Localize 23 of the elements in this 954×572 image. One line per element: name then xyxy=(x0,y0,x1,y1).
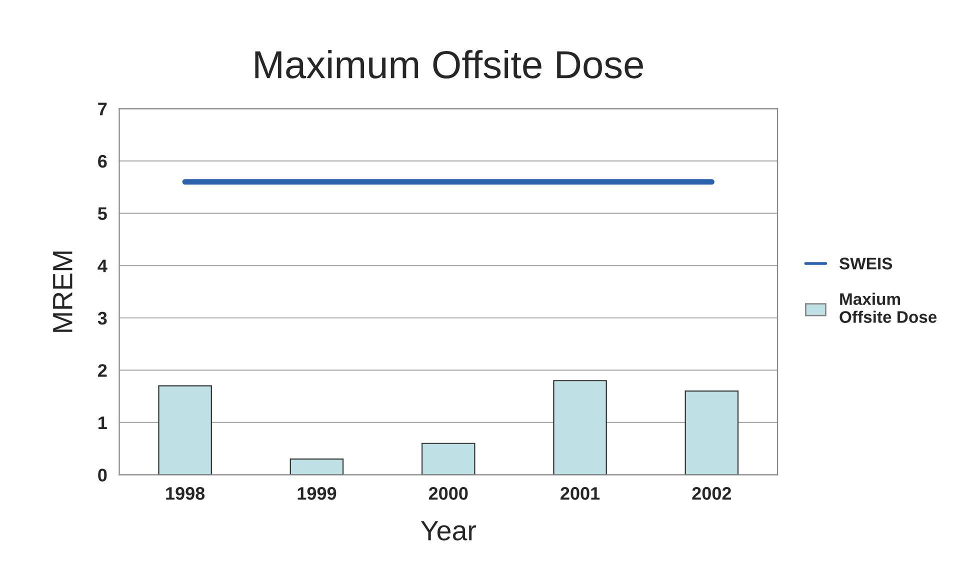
y-tick-label: 7 xyxy=(98,102,107,116)
bar xyxy=(158,385,212,475)
x-tick-label: 2001 xyxy=(560,487,600,500)
chart-title: Maximum Offsite Dose xyxy=(255,50,643,79)
y-tick-label: 4 xyxy=(98,260,108,272)
x-tick-label: 2000 xyxy=(428,487,468,500)
y-tick-label: 5 xyxy=(98,207,107,220)
y-tick-label: 2 xyxy=(98,364,107,377)
x-tick-label: 2002 xyxy=(692,487,732,500)
bar xyxy=(684,390,739,475)
x-tick-label: 1999 xyxy=(298,487,336,500)
y-axis-title: MREM xyxy=(53,252,72,332)
legend-label: Maxium Offsite Dose xyxy=(840,292,937,323)
x-axis-title: Year xyxy=(420,521,476,540)
y-tick-label: 3 xyxy=(98,312,107,325)
bar xyxy=(421,442,476,475)
bar xyxy=(553,380,607,475)
x-tick-label: 1998 xyxy=(166,487,205,500)
bar xyxy=(290,458,344,475)
legend-label: SWEIS xyxy=(839,258,892,270)
y-tick-label: 0 xyxy=(98,468,107,482)
y-tick-label: 6 xyxy=(98,154,107,168)
y-tick-label: 1 xyxy=(98,416,107,430)
